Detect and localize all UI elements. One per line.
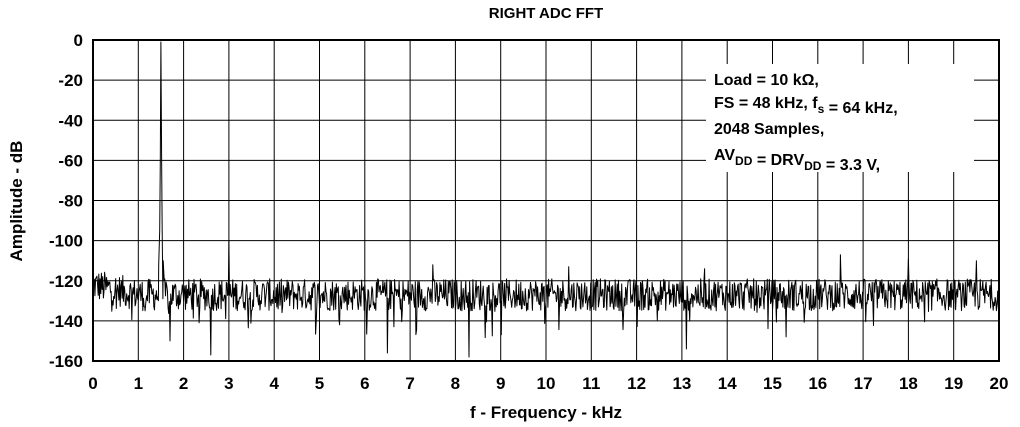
legend-subscript: DD [804,159,822,173]
y-axis-label: Amplitude - dB [7,141,26,262]
x-tick-label: 15 [763,374,782,393]
x-tick-label: 3 [224,374,233,393]
legend: Load = 10 kΩ,FS = 48 kHz, fs = 64 kHz,20… [714,72,898,174]
legend-subscript: s [818,102,825,116]
x-tick-label: 19 [944,374,963,393]
x-tick-label: 17 [854,374,873,393]
x-tick-label: 11 [582,374,600,393]
y-tick-label: -140 [49,312,83,331]
y-tick-label: -20 [58,71,83,90]
legend-text-part: FS = 48 kHz, f [714,95,818,112]
y-tick-labels: 0 -20 -40 -60 -80 -100 -120 -140 -160 [49,31,83,371]
y-tick-label: -160 [49,352,83,371]
x-tick-label: 16 [808,374,827,393]
x-tick-label: 0 [88,374,97,393]
x-tick-label: 7 [405,374,414,393]
x-tick-label: 20 [990,374,1009,393]
legend-text-part: = 64 kHz, [824,100,897,117]
y-tick-label: -120 [49,272,83,291]
legend-subscript: DD [735,154,753,168]
legend-line: Load = 10 kΩ, [714,72,819,89]
x-tick-label: 12 [627,374,646,393]
x-tick-label: 8 [451,374,460,393]
legend-text-part: 2048 Samples, [714,121,824,138]
y-tick-label: -80 [58,192,83,211]
x-tick-labels: 0 1 2 3 4 5 6 7 8 9 10 11 12 13 14 15 16 17 18 19 20 [88,374,1008,393]
plot-frame [92,39,1000,362]
legend-line: AVDD = DRVDD = 3.3 V, [714,147,880,174]
x-tick-label: 14 [718,374,737,393]
y-tick-label: -40 [58,111,83,130]
legend-box [706,64,974,172]
x-tick-label: 18 [899,374,918,393]
x-tick-label: 5 [315,374,324,393]
legend-line: 2048 Samples, [714,121,824,138]
legend-text-part: AV [714,147,735,164]
x-tick-label: 2 [179,374,188,393]
x-tick-label: 6 [360,374,369,393]
y-tick-label: -60 [58,151,83,170]
legend-text-part: = 3.3 V, [821,157,880,174]
fft-spectrum-line [92,41,1000,358]
x-axis-label: f - Frequency - kHz [470,403,622,422]
chart-title: RIGHT ADC FFT [489,5,603,22]
x-tick-label: 9 [496,374,505,393]
legend-text-part: Load = 10 kΩ, [714,72,819,89]
x-tick-label: 10 [537,374,556,393]
x-tick-label: 13 [672,374,691,393]
x-tick-label: 4 [269,374,279,393]
legend-line: FS = 48 kHz, fs = 64 kHz, [714,95,898,117]
y-tick-label: -100 [49,232,83,251]
x-tick-label: 1 [134,374,143,393]
legend-text-part: = DRV [752,152,804,169]
y-tick-label: 0 [74,31,83,50]
